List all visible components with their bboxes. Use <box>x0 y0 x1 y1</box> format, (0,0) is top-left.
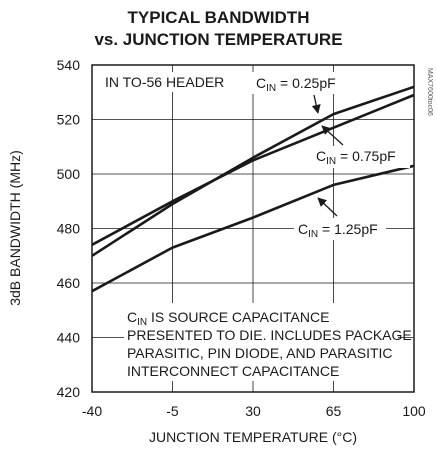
y-tick-label: 500 <box>57 166 81 182</box>
chart-title-line1: TYPICAL BANDWIDTH <box>127 8 310 27</box>
label-bg-075 <box>314 146 410 168</box>
y-tick-label: 420 <box>57 384 81 400</box>
series-label-125: CIN = 1.25pF <box>298 221 378 240</box>
arrow-125 <box>317 197 338 217</box>
x-tick-label: -40 <box>82 403 102 419</box>
y-axis-label: 3dB BANDWIDTH (MHz) <box>7 150 23 306</box>
arrow-025 <box>311 94 321 114</box>
note-bg <box>124 303 398 381</box>
series-label-025: CIN = 0.25pF <box>256 75 336 94</box>
header-bg <box>100 72 222 92</box>
note-line-4: INTERCONNECT CAPACITANCE <box>127 363 339 379</box>
series-lines <box>91 85 415 293</box>
series-line-2 <box>91 164 415 293</box>
y-tick-label: 440 <box>57 330 81 346</box>
x-tick-label: 65 <box>326 403 342 419</box>
figure-code: MAX7600toc06 <box>426 68 433 116</box>
x-axis-label: JUNCTION TEMPERATURE (°C) <box>149 429 357 445</box>
annotation-header: IN TO-56 HEADER <box>105 74 224 90</box>
series-line-1 <box>91 93 415 246</box>
label-bg-025 <box>252 72 348 94</box>
chart-title-line2: vs. JUNCTION TEMPERATURE <box>94 30 343 49</box>
y-tick-label: 540 <box>57 57 81 73</box>
plot-frame <box>91 64 415 393</box>
x-tick-label: 30 <box>245 403 261 419</box>
x-tick-label: -5 <box>166 403 179 419</box>
y-tick-label: 480 <box>57 221 81 237</box>
label-bg-125 <box>294 218 386 240</box>
note-line-1: CIN IS SOURCE CAPACITANCE <box>127 309 329 328</box>
series-line-0 <box>91 85 415 257</box>
y-tick-label: 520 <box>57 112 81 128</box>
x-tick-label: 100 <box>402 403 426 419</box>
note-line-3: PARASITIC, PIN DIODE, AND PARASITIC <box>127 345 393 361</box>
series-label-075: CIN = 0.75pF <box>316 148 396 167</box>
tick-labels: -40 -5 30 65 100 420 440 460 480 500 520 540 <box>57 57 426 419</box>
y-tick-label: 460 <box>57 275 81 291</box>
arrow-075 <box>321 125 344 146</box>
note-line-2: PRESENTED TO DIE. INCLUDES PACKAGE <box>127 327 412 343</box>
